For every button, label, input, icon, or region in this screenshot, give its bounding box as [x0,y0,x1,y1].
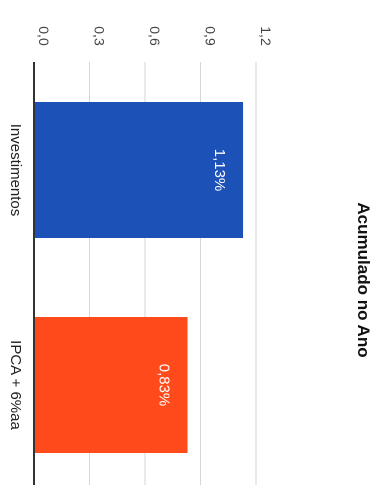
labels: 0,0 0,3 0,6 0,9 1,2 1,13% Investimentos 0,83% IP… [7,26,274,430]
bar-1 [34,102,244,238]
data-label: 1,13% [211,149,228,192]
bar-2 [34,317,188,453]
bars [34,102,244,453]
data-label: 0,83% [156,364,173,407]
y-tick-label: 0,3 [92,26,108,46]
chart-title: Acumulado no Ano [354,202,373,357]
category-label: IPCA + 6%aa [7,340,24,430]
category-label: Investimentos [7,124,24,217]
y-tick-label: 0,9 [203,26,219,46]
y-tick-label: 0,0 [36,26,52,46]
y-tick-label: 0,6 [147,26,163,46]
y-tick-label: 1,2 [258,26,274,46]
